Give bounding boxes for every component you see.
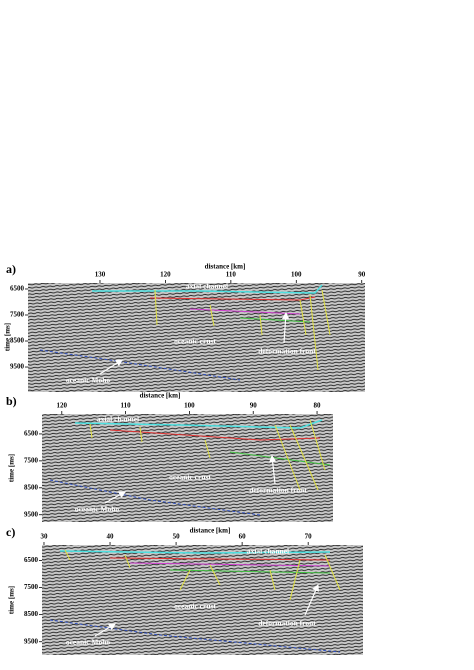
annotation: oceanic crust bbox=[174, 602, 216, 611]
panel-c: c) distance [km] time [ms] axial channel… bbox=[6, 525, 363, 655]
panel-label: b) bbox=[6, 394, 17, 408]
annotation: oceanic Moho bbox=[66, 638, 111, 647]
x-title: distance [km] bbox=[190, 527, 231, 535]
horizon bbox=[92, 284, 323, 294]
x-tick-label: 110 bbox=[226, 271, 237, 279]
moho bbox=[39, 349, 241, 381]
panel-a: a) distance [km] time [ms] axial channel… bbox=[4, 262, 365, 392]
annotation: oceanic Moho bbox=[75, 505, 120, 514]
annotation: deformation front bbox=[249, 486, 307, 495]
y-tick-label: 6500 bbox=[10, 285, 25, 293]
annotation: axial channel bbox=[97, 415, 139, 424]
y-tick-label: 9500 bbox=[24, 510, 39, 518]
horizon bbox=[109, 429, 321, 441]
x-tick-label: 130 bbox=[95, 271, 106, 279]
horizon bbox=[169, 569, 331, 574]
arrow bbox=[94, 623, 117, 637]
horizon bbox=[109, 557, 331, 561]
faults bbox=[89, 419, 326, 491]
x-title: distance [km] bbox=[205, 263, 246, 271]
y-tick-label: 9500 bbox=[24, 637, 39, 645]
annotation: deformation front bbox=[258, 347, 316, 356]
arrow bbox=[99, 359, 124, 375]
x-tick-label: 50 bbox=[173, 533, 181, 541]
x-tick-label: 90 bbox=[250, 402, 258, 410]
x-tick-label: 30 bbox=[40, 533, 48, 541]
x-tick-label: 60 bbox=[239, 533, 247, 541]
y-title: time [ms] bbox=[4, 323, 12, 351]
horizon bbox=[129, 562, 331, 567]
x-tick-label: 90 bbox=[358, 271, 366, 279]
arrow bbox=[269, 454, 277, 485]
y-tick-label: 8500 bbox=[24, 610, 39, 618]
seismic-image bbox=[42, 414, 333, 522]
faults bbox=[64, 549, 341, 601]
seismic-image bbox=[28, 283, 365, 392]
x-tick-label: 100 bbox=[184, 402, 195, 410]
annotation: oceanic crust bbox=[169, 473, 211, 482]
y-title: time [ms] bbox=[8, 586, 16, 614]
x-tick-label: 110 bbox=[121, 402, 132, 410]
faults bbox=[154, 289, 331, 371]
annotation: deformation front bbox=[258, 619, 316, 628]
panel-label: c) bbox=[6, 525, 15, 539]
horizon bbox=[189, 308, 301, 315]
y-tick-label: 7500 bbox=[24, 583, 39, 591]
y-tick-label: 7500 bbox=[24, 456, 39, 464]
x-tick-label: 40 bbox=[107, 533, 115, 541]
annotation: oceanic crust bbox=[174, 337, 216, 346]
x-tick-label: 100 bbox=[291, 271, 302, 279]
panel-b: b) distance [km] time [ms] axial channel… bbox=[6, 392, 333, 522]
y-tick-label: 6500 bbox=[24, 556, 39, 564]
y-tick-label: 6500 bbox=[24, 430, 39, 438]
y-tick-label: 8500 bbox=[10, 337, 25, 345]
x-tick-label: 120 bbox=[160, 271, 171, 279]
horizon bbox=[239, 317, 311, 323]
y-title: time [ms] bbox=[8, 454, 16, 482]
annotation: axial channel bbox=[247, 547, 289, 556]
arrow bbox=[282, 311, 290, 344]
x-tick-label: 80 bbox=[314, 402, 322, 410]
arrow bbox=[304, 583, 319, 616]
y-tick-label: 8500 bbox=[24, 483, 39, 491]
moho bbox=[49, 479, 261, 516]
horizon bbox=[59, 550, 331, 554]
seismic-image bbox=[42, 545, 363, 655]
panel-label: a) bbox=[6, 262, 16, 276]
moho bbox=[49, 619, 341, 653]
y-tick-label: 9500 bbox=[10, 363, 25, 371]
arrow bbox=[104, 491, 127, 504]
y-tick-label: 7500 bbox=[10, 311, 25, 319]
x-tick-label: 70 bbox=[305, 533, 313, 541]
annotation: oceanic Moho bbox=[66, 376, 111, 385]
x-title: distance [km] bbox=[140, 392, 181, 400]
x-tick-label: 120 bbox=[57, 402, 68, 410]
annotation: axial channel bbox=[186, 282, 228, 291]
horizon bbox=[229, 451, 331, 466]
